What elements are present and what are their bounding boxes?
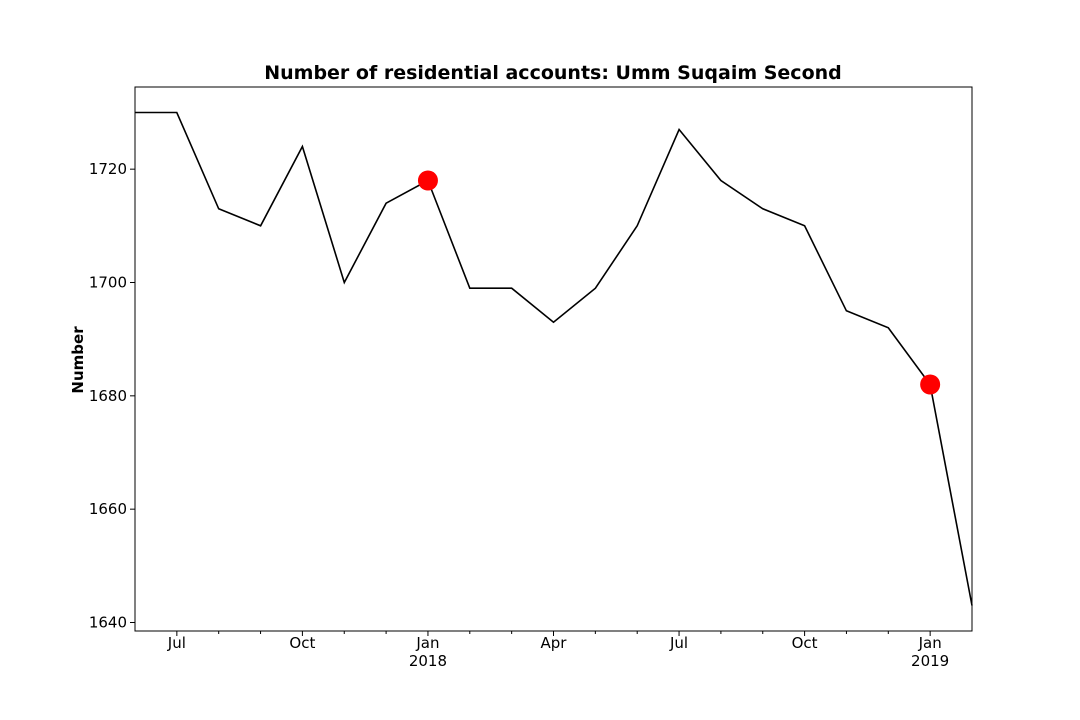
highlight-point [920,374,941,395]
y-tick-label: 1700 [89,274,127,292]
x-tick-label: Oct [792,634,818,652]
series-layer [135,111,973,606]
x-tick-label: Jul [167,634,186,652]
y-tick-label: 1680 [89,387,127,405]
y-tick-label: 1640 [89,614,127,632]
x-tick-label: Jan [918,634,942,652]
y-tick-label: 1660 [89,500,127,518]
highlight-layer [417,170,941,395]
y-axis-label: Number [69,326,87,394]
x-tick-label: Oct [289,634,315,652]
chart-title: Number of residential accounts: Umm Suqa… [264,62,842,84]
plot-frame [134,86,973,632]
x-tick-label: Apr [541,634,568,652]
x-tick-year-label: 2019 [911,652,949,670]
y-tick-label: 1720 [89,160,127,178]
highlight-point [417,170,438,191]
x-tick-label: Jan [415,634,439,652]
x-tick-label: Jul [669,634,688,652]
x-tick-year-label: 2018 [409,652,447,670]
series-line [135,111,973,606]
